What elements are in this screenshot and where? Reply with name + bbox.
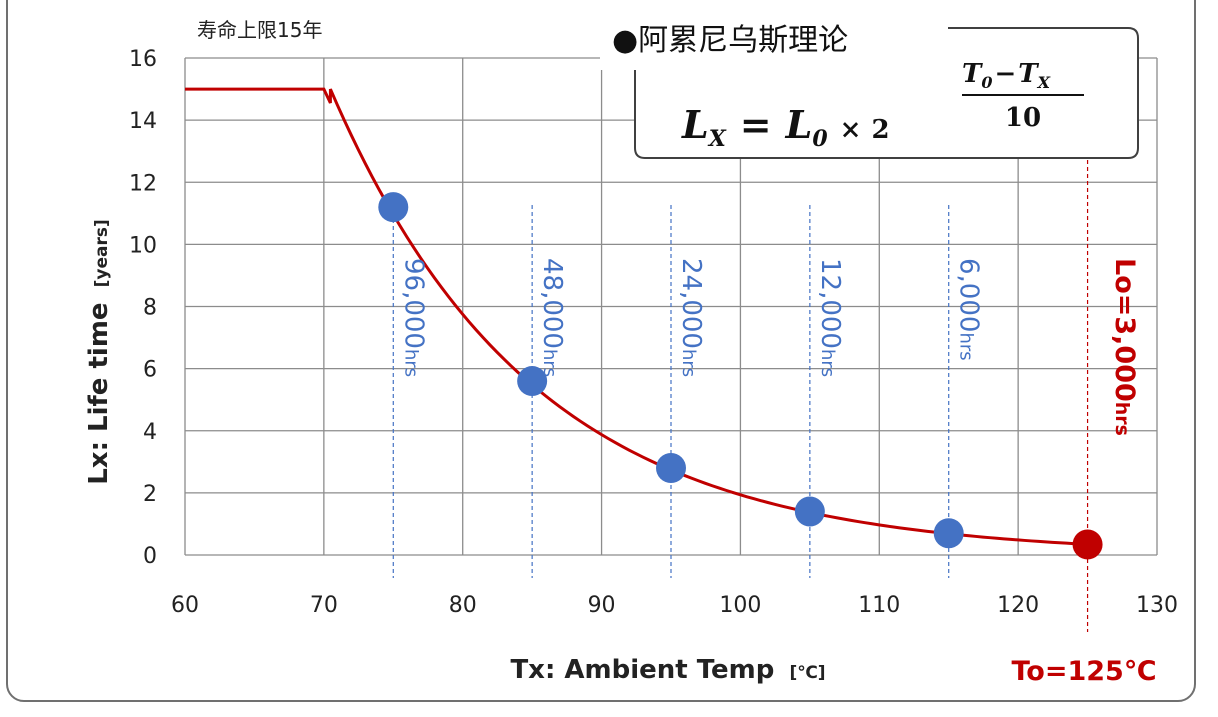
formula-box: ●阿累尼乌斯理论 LX = L0 × 2 T0−TX 10 <box>600 8 1139 159</box>
data-point <box>517 366 548 397</box>
formula-exponent-denominator: 10 <box>1005 103 1041 133</box>
y-tick-label: 2 <box>143 482 157 507</box>
formula-rhs-sub: 0 <box>812 126 828 152</box>
y-tick-label: 0 <box>143 544 157 569</box>
y-tick-label: 12 <box>129 171 157 196</box>
y-tick-label: 14 <box>129 109 157 134</box>
data-point <box>656 453 686 484</box>
point-life-label: 48,000hrs <box>537 258 567 377</box>
x-tick-label: 100 <box>719 593 761 618</box>
formula-title: ●阿累尼乌斯理论 <box>612 23 848 58</box>
point-life-label: 24,000hrs <box>676 258 706 377</box>
y-tick-label: 16 <box>129 47 157 72</box>
y-tick-label: 6 <box>143 358 157 383</box>
y-axis-title: Lx: Life time [years] <box>84 219 114 485</box>
reference-point-to <box>1072 529 1103 560</box>
formula-expression: LX = L0 × 2 <box>681 102 890 152</box>
data-point <box>933 518 964 549</box>
x-axis-unit: [℃] <box>789 663 825 683</box>
cap-note: 寿命上限15年 <box>197 18 322 42</box>
point-life-label: 6,000hrs <box>954 258 984 361</box>
formula-rhs: L <box>785 102 813 147</box>
formula-lhs-sub: X <box>707 126 727 152</box>
formula-lhs: L <box>681 102 709 147</box>
formula-exponent-numerator: T0−TX <box>962 59 1051 92</box>
x-axis-label: Tx: Ambient Temp <box>510 655 774 685</box>
formula-times: × <box>840 115 862 145</box>
x-tick-labels: 60 70 80 90 100 110 120 130 <box>171 593 1178 618</box>
x-tick-label: 60 <box>171 593 199 618</box>
data-point <box>378 192 409 223</box>
lo-label-main: Lo=3,000 <box>1109 258 1140 402</box>
point-life-label: 12,000hrs <box>815 258 845 377</box>
x-tick-label: 90 <box>588 593 616 618</box>
y-axis-unit: [years] <box>92 219 112 287</box>
formula-base: 2 <box>871 115 889 145</box>
y-tick-label: 8 <box>143 296 157 321</box>
y-tick-label: 4 <box>143 420 157 445</box>
y-tick-label: 10 <box>129 233 157 258</box>
point-life-label: 96,000hrs <box>398 258 428 377</box>
x-tick-label: 80 <box>449 593 477 618</box>
x-tick-label: 130 <box>1136 593 1178 618</box>
formula-eq: = <box>740 102 772 147</box>
y-tick-labels: 0 2 4 6 8 10 12 14 16 <box>129 47 157 569</box>
point-labels: 96,000hrs 48,000hrs 24,000hrs 12,000hrs 6,00… <box>398 258 983 377</box>
data-point <box>794 496 825 527</box>
x-tick-label: 70 <box>310 593 338 618</box>
x-axis-title: Tx: Ambient Temp [℃] <box>510 655 825 685</box>
x-tick-label: 120 <box>997 593 1039 618</box>
lo-label: Lo=3,000hrs <box>1109 258 1140 436</box>
data-points <box>378 192 1103 560</box>
to-label: To=125℃ <box>1011 656 1156 687</box>
lo-label-unit: hrs <box>1111 402 1133 436</box>
x-tick-label: 110 <box>858 593 900 618</box>
y-axis-label: Lx: Life time <box>84 302 114 484</box>
